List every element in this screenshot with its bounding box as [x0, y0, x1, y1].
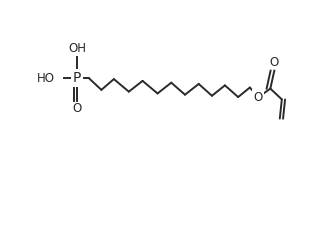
Text: O: O	[72, 103, 82, 115]
Text: O: O	[254, 91, 263, 104]
Text: OH: OH	[68, 42, 86, 55]
Text: O: O	[270, 56, 279, 69]
Text: P: P	[73, 71, 81, 85]
Text: HO: HO	[37, 72, 55, 85]
